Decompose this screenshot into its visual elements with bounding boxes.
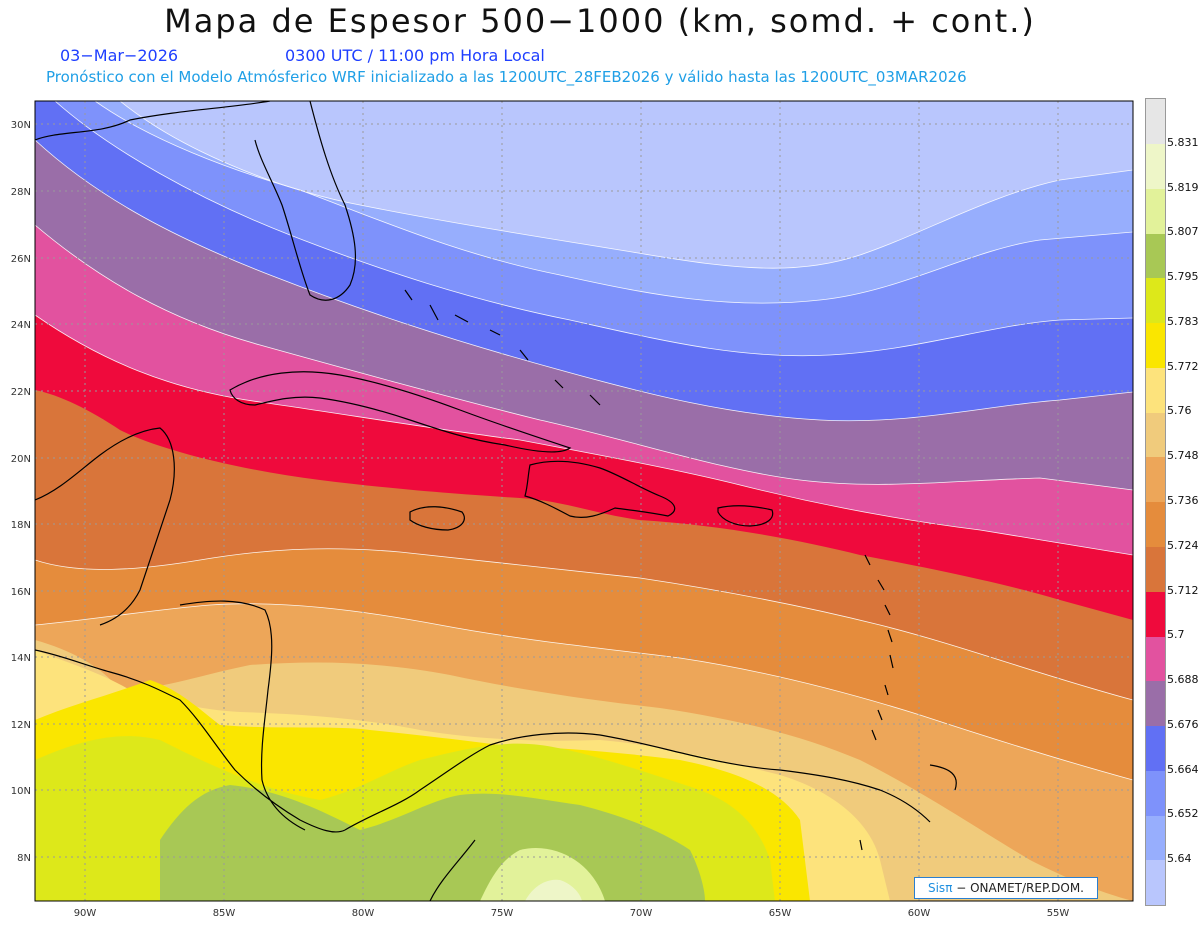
map-title: Mapa de Espesor 500−1000 (km, somd. + co… bbox=[164, 2, 1036, 40]
colorbar-segment bbox=[1146, 546, 1165, 592]
lat-label: 18N bbox=[11, 520, 31, 531]
model-subtitle: Pronóstico con el Modelo Atmósferico WRF… bbox=[46, 68, 967, 86]
colorbar-label: 5.712 bbox=[1167, 583, 1199, 597]
lesser-antilles-coast bbox=[859, 554, 957, 851]
colorbar-segment bbox=[1146, 99, 1165, 144]
lat-label: 12N bbox=[11, 720, 31, 731]
lon-labels: 90W 85W 80W 75W 70W 65W 60W 55W bbox=[74, 908, 1070, 919]
lon-label: 80W bbox=[352, 908, 375, 919]
colorbar-segment bbox=[1146, 815, 1165, 861]
colorbar-label: 5.664 bbox=[1167, 762, 1199, 776]
colorbar-label: 5.76 bbox=[1167, 404, 1192, 418]
lat-label: 28N bbox=[11, 187, 31, 198]
coastlines bbox=[35, 101, 957, 901]
lon-label: 85W bbox=[213, 908, 236, 919]
lon-label: 60W bbox=[908, 908, 931, 919]
lat-label: 14N bbox=[11, 653, 31, 664]
band-5-831 bbox=[525, 879, 582, 901]
contour-lines bbox=[35, 101, 1133, 781]
colorbar-segment bbox=[1146, 725, 1165, 771]
colorbar-segment bbox=[1146, 457, 1165, 503]
colorbar-label: 5.807 bbox=[1167, 225, 1199, 239]
colorbar-segment bbox=[1146, 367, 1165, 413]
colorbar-segment bbox=[1146, 681, 1165, 727]
lat-label: 20N bbox=[11, 454, 31, 465]
thickness-bands bbox=[35, 101, 1133, 901]
hispaniola-coast bbox=[524, 460, 676, 519]
lon-label: 70W bbox=[630, 908, 653, 919]
colorbar-segment bbox=[1146, 770, 1165, 816]
colorbar-label: 5.652 bbox=[1167, 807, 1199, 821]
colorbar-label: 5.7 bbox=[1167, 628, 1185, 642]
florida-coast bbox=[35, 101, 357, 301]
lat-label: 8N bbox=[17, 853, 31, 864]
lat-label: 26N bbox=[11, 254, 31, 265]
lat-label: 22N bbox=[11, 387, 31, 398]
forecast-date: 03−Mar−2026 bbox=[60, 46, 179, 65]
colorbar-segment bbox=[1146, 636, 1165, 682]
colorbar-segment bbox=[1146, 233, 1165, 279]
colorbar-label: 5.688 bbox=[1167, 673, 1199, 687]
colorbar-segment bbox=[1146, 278, 1165, 324]
jamaica-coast bbox=[409, 506, 465, 531]
colorbar-segment bbox=[1146, 322, 1165, 368]
colorbar-label: 5.831 bbox=[1167, 135, 1199, 149]
colorbar-segment bbox=[1146, 502, 1165, 547]
lat-label: 10N bbox=[11, 786, 31, 797]
colorbar-label: 5.772 bbox=[1167, 359, 1199, 373]
band-5-819 bbox=[480, 848, 605, 901]
lon-label: 75W bbox=[491, 908, 514, 919]
colorbar-label: 5.676 bbox=[1167, 717, 1199, 731]
credit-text: − ONAMET/REP.DOM. bbox=[952, 881, 1084, 895]
lon-label: 90W bbox=[74, 908, 97, 919]
map-frame bbox=[34, 100, 1134, 902]
lat-label: 16N bbox=[11, 587, 31, 598]
colorbar-segment bbox=[1146, 412, 1165, 458]
colorbar-segment bbox=[1146, 143, 1165, 189]
lat-labels: 30N 28N 26N 24N 22N 20N 18N 16N 14N 12N … bbox=[11, 120, 31, 864]
grid-lines bbox=[35, 101, 1133, 901]
lon-label: 55W bbox=[1047, 908, 1070, 919]
colorbar-label: 5.64 bbox=[1167, 852, 1192, 866]
central-america-coast bbox=[35, 600, 346, 833]
yucatan-coast bbox=[35, 427, 175, 626]
lat-label: 24N bbox=[11, 320, 31, 331]
credit-badge: Sisπ − ONAMET/REP.DOM. bbox=[914, 877, 1098, 899]
colorbar-label: 5.724 bbox=[1167, 538, 1199, 552]
colorbar-label: 5.783 bbox=[1167, 314, 1199, 328]
colorbar-segment bbox=[1146, 188, 1165, 234]
colorbar bbox=[1145, 98, 1166, 906]
puerto-rico-coast bbox=[717, 505, 774, 527]
colorbar-label: 5.819 bbox=[1167, 180, 1199, 194]
south-america-coast bbox=[344, 732, 931, 901]
colorbar-label: 5.748 bbox=[1167, 449, 1199, 463]
colorbar-label: 5.736 bbox=[1167, 494, 1199, 507]
forecast-time: 0300 UTC / 11:00 pm Hora Local bbox=[285, 46, 545, 65]
colorbar-segment bbox=[1146, 860, 1165, 906]
brand-logo-text: Sisπ bbox=[927, 881, 953, 895]
lat-label: 30N bbox=[11, 120, 31, 131]
colorbar-segment bbox=[1146, 591, 1165, 637]
lon-label: 65W bbox=[769, 908, 792, 919]
colorbar-label: 5.795 bbox=[1167, 270, 1199, 284]
bahamas-coast bbox=[404, 289, 601, 406]
cuba-coast bbox=[229, 371, 572, 453]
